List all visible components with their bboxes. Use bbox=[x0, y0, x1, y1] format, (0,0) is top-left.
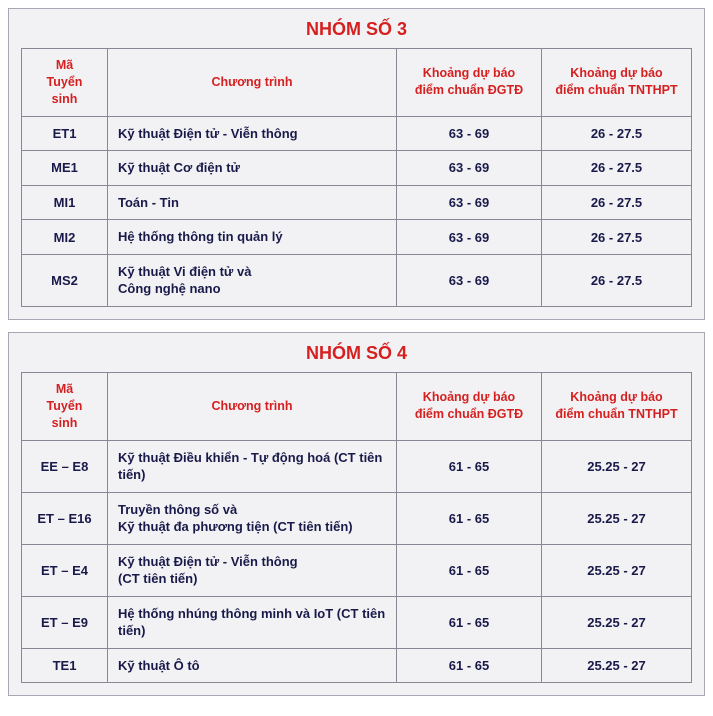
cell-tnthpt: 25.25 - 27 bbox=[542, 440, 692, 492]
cell-prog: Hệ thống nhúng thông minh và IoT (CT tiê… bbox=[108, 596, 397, 648]
table-row: MS2Kỹ thuật Vi điện tử vàCông nghệ nano6… bbox=[22, 254, 692, 306]
cell-dgtd: 61 - 65 bbox=[397, 544, 542, 596]
data-table: MãTuyển sinhChương trìnhKhoảng dự báođiể… bbox=[21, 48, 692, 307]
cell-code: MS2 bbox=[22, 254, 108, 306]
cell-tnthpt: 25.25 - 27 bbox=[542, 544, 692, 596]
cell-tnthpt: 25.25 - 27 bbox=[542, 596, 692, 648]
cell-dgtd: 61 - 65 bbox=[397, 648, 542, 683]
cell-prog: Toán - Tin bbox=[108, 185, 397, 220]
cell-code: MI1 bbox=[22, 185, 108, 220]
table-row: ET1Kỹ thuật Điện tử - Viễn thông63 - 692… bbox=[22, 116, 692, 151]
group-panel: NHÓM SỐ 3MãTuyển sinhChương trìnhKhoảng … bbox=[8, 8, 705, 320]
table-row: TE1Kỹ thuật Ô tô61 - 6525.25 - 27 bbox=[22, 648, 692, 683]
col-header-prog: Chương trình bbox=[108, 372, 397, 440]
cell-code: ET – E4 bbox=[22, 544, 108, 596]
col-header-code: MãTuyển sinh bbox=[22, 49, 108, 117]
table-row: MI2Hệ thống thông tin quản lý63 - 6926 -… bbox=[22, 220, 692, 255]
table-row: ET – E9Hệ thống nhúng thông minh và IoT … bbox=[22, 596, 692, 648]
cell-dgtd: 63 - 69 bbox=[397, 220, 542, 255]
table-row: ME1Kỹ thuật Cơ điện tử63 - 6926 - 27.5 bbox=[22, 151, 692, 186]
cell-code: ET – E9 bbox=[22, 596, 108, 648]
group-title: NHÓM SỐ 3 bbox=[9, 9, 704, 48]
cell-prog: Kỹ thuật Điện tử - Viễn thông bbox=[108, 116, 397, 151]
cell-prog: Kỹ thuật Điện tử - Viễn thông(CT tiên ti… bbox=[108, 544, 397, 596]
cell-dgtd: 61 - 65 bbox=[397, 440, 542, 492]
cell-code: ET – E16 bbox=[22, 492, 108, 544]
cell-tnthpt: 26 - 27.5 bbox=[542, 185, 692, 220]
col-header-tnthpt: Khoảng dự báođiểm chuẩn TNTHPT bbox=[542, 49, 692, 117]
data-table: MãTuyển sinhChương trìnhKhoảng dự báođiể… bbox=[21, 372, 692, 684]
cell-code: EE – E8 bbox=[22, 440, 108, 492]
table-row: MI1Toán - Tin63 - 6926 - 27.5 bbox=[22, 185, 692, 220]
cell-dgtd: 63 - 69 bbox=[397, 254, 542, 306]
cell-code: MI2 bbox=[22, 220, 108, 255]
cell-dgtd: 63 - 69 bbox=[397, 185, 542, 220]
col-header-code: MãTuyển sinh bbox=[22, 372, 108, 440]
cell-tnthpt: 26 - 27.5 bbox=[542, 116, 692, 151]
cell-dgtd: 61 - 65 bbox=[397, 492, 542, 544]
cell-prog: Kỹ thuật Vi điện tử vàCông nghệ nano bbox=[108, 254, 397, 306]
cell-dgtd: 61 - 65 bbox=[397, 596, 542, 648]
table-row: ET – E4Kỹ thuật Điện tử - Viễn thông(CT … bbox=[22, 544, 692, 596]
header-row: MãTuyển sinhChương trìnhKhoảng dự báođiể… bbox=[22, 49, 692, 117]
col-header-dgtd: Khoảng dự báođiểm chuẩn ĐGTĐ bbox=[397, 49, 542, 117]
cell-dgtd: 63 - 69 bbox=[397, 116, 542, 151]
cell-code: TE1 bbox=[22, 648, 108, 683]
cell-prog: Truyền thông số vàKỹ thuật đa phương tiệ… bbox=[108, 492, 397, 544]
cell-prog: Kỹ thuật Điều khiển - Tự động hoá (CT ti… bbox=[108, 440, 397, 492]
col-header-dgtd: Khoảng dự báođiểm chuẩn ĐGTĐ bbox=[397, 372, 542, 440]
table-row: EE – E8Kỹ thuật Điều khiển - Tự động hoá… bbox=[22, 440, 692, 492]
cell-tnthpt: 25.25 - 27 bbox=[542, 648, 692, 683]
table-row: ET – E16Truyền thông số vàKỹ thuật đa ph… bbox=[22, 492, 692, 544]
cell-tnthpt: 26 - 27.5 bbox=[542, 151, 692, 186]
cell-prog: Hệ thống thông tin quản lý bbox=[108, 220, 397, 255]
group-title: NHÓM SỐ 4 bbox=[9, 333, 704, 372]
cell-tnthpt: 26 - 27.5 bbox=[542, 220, 692, 255]
cell-dgtd: 63 - 69 bbox=[397, 151, 542, 186]
cell-prog: Kỹ thuật Cơ điện tử bbox=[108, 151, 397, 186]
header-row: MãTuyển sinhChương trìnhKhoảng dự báođiể… bbox=[22, 372, 692, 440]
cell-tnthpt: 25.25 - 27 bbox=[542, 492, 692, 544]
cell-code: ET1 bbox=[22, 116, 108, 151]
cell-tnthpt: 26 - 27.5 bbox=[542, 254, 692, 306]
cell-prog: Kỹ thuật Ô tô bbox=[108, 648, 397, 683]
cell-code: ME1 bbox=[22, 151, 108, 186]
group-panel: NHÓM SỐ 4MãTuyển sinhChương trìnhKhoảng … bbox=[8, 332, 705, 697]
col-header-tnthpt: Khoảng dự báođiểm chuẩn TNTHPT bbox=[542, 372, 692, 440]
col-header-prog: Chương trình bbox=[108, 49, 397, 117]
